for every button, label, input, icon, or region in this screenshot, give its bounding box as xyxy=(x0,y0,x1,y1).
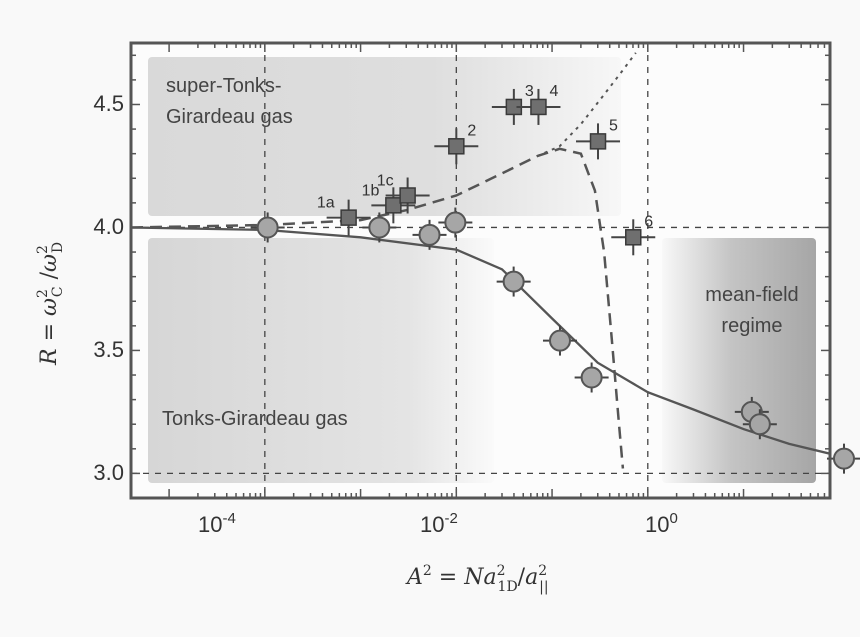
circle-data-point xyxy=(368,216,391,239)
region-label-mf-line2: regime xyxy=(721,315,782,337)
point-label-4: 4 xyxy=(549,83,558,100)
region-label-tg: Tonks-Girardeau gas xyxy=(162,408,348,430)
square-data-point xyxy=(448,138,465,155)
y-tick-label-4.0: 4.0 xyxy=(93,214,124,239)
reference-lines xyxy=(131,43,830,498)
y-tick-label-3.5: 3.5 xyxy=(93,337,124,362)
mean-field-region xyxy=(662,238,816,483)
square-data-point xyxy=(399,187,416,204)
plot-frame xyxy=(129,41,832,500)
x-tick-label-1e0: 100 xyxy=(645,510,678,537)
square-data-point xyxy=(340,209,357,226)
square-data-point xyxy=(625,229,642,246)
region-label-stg-line1: super-Tonks- xyxy=(166,75,282,97)
circle-data-point xyxy=(748,413,771,436)
y-axis-title: R = ω2C /ω2D xyxy=(35,242,66,366)
square-data-point xyxy=(530,98,547,116)
x-axis-title: A2 = Na2 1D/a2 || xyxy=(405,563,549,595)
square-data-point xyxy=(589,133,607,150)
point-label-1c: 1c xyxy=(377,172,394,189)
circle-data-point xyxy=(580,366,603,389)
regions xyxy=(148,57,816,483)
point-label-2: 2 xyxy=(467,122,476,139)
circle-data-point xyxy=(444,211,467,234)
circle-data-point xyxy=(256,216,279,239)
super-tonks-region xyxy=(148,57,621,216)
circle-data-point xyxy=(418,223,441,246)
y-tick-labels: 3.0 3.5 4.0 4.5 xyxy=(93,91,124,485)
x-tick-label-1e-2: 10-2 xyxy=(420,510,458,537)
region-label-stg-line2: Girardeau gas xyxy=(166,106,293,128)
circle-data-point xyxy=(502,270,525,293)
circle-data-point xyxy=(548,329,571,352)
dotted-theory-curve xyxy=(536,52,637,158)
region-label-mf-line1: mean-field xyxy=(705,284,798,306)
point-label-5: 5 xyxy=(609,117,618,134)
tonks-girardeau-region xyxy=(148,238,494,483)
y-tick-label-4.5: 4.5 xyxy=(93,91,124,116)
data-points xyxy=(250,88,860,474)
x-tick-label-1e-4: 10-4 xyxy=(198,510,236,537)
x-tick-labels: 10-4 10-2 100 xyxy=(198,510,678,537)
y-tick-label-3.0: 3.0 xyxy=(93,460,124,485)
circle-data-point xyxy=(832,447,855,470)
region-labels: super-Tonks- Girardeau gas Tonks-Girarde… xyxy=(162,75,799,430)
point-label-3: 3 xyxy=(525,83,534,100)
point-label-1b: 1b xyxy=(362,182,380,199)
square-data-point xyxy=(385,197,402,214)
point-label-6: 6 xyxy=(644,213,653,230)
point-label-1a: 1a xyxy=(317,195,335,212)
